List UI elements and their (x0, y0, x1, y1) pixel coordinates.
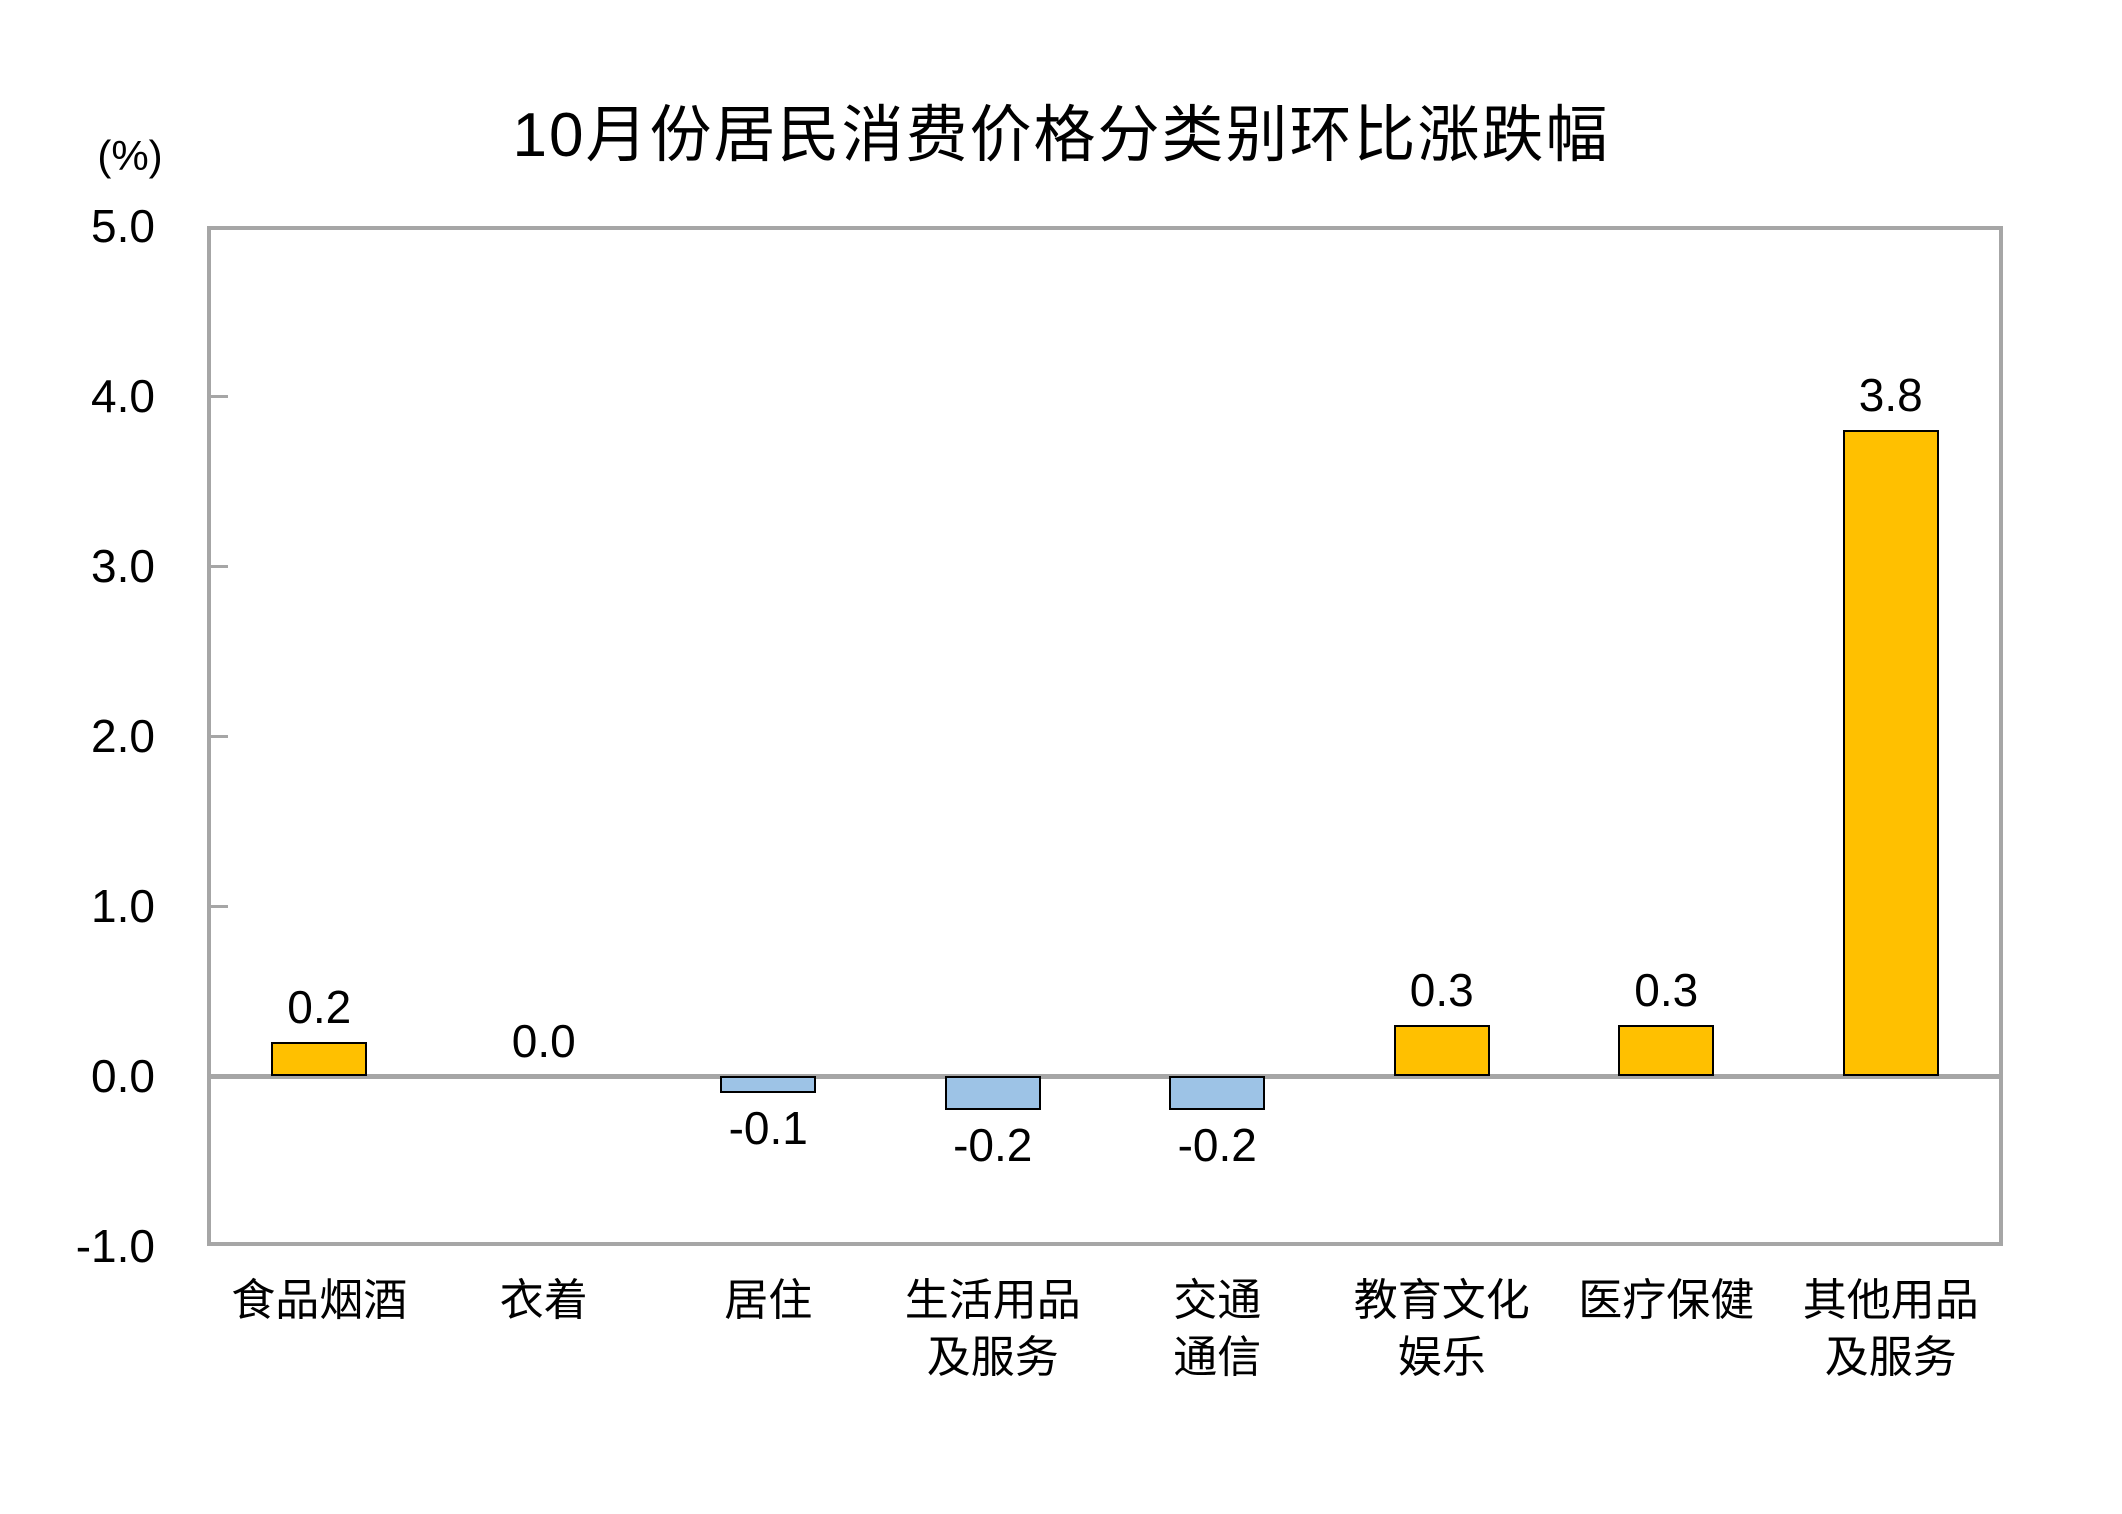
y-tick-label: 1.0 (91, 880, 155, 932)
bar-value-label: -0.2 (953, 1119, 1033, 1171)
y-tick-label: -1.0 (75, 1220, 155, 1272)
category-label: 生活用品 及服务 (904, 1276, 1081, 1382)
bar-value-label: 0.3 (1634, 964, 1699, 1016)
category-label: 食品烟酒 (231, 1276, 408, 1325)
chart-bar (944, 1076, 1041, 1110)
y-tick-mark (211, 904, 228, 908)
chart-bar (1169, 1076, 1266, 1110)
chart-bar (1618, 1025, 1715, 1076)
y-tick-mark (211, 564, 228, 568)
bar-value-label: 0.3 (1409, 964, 1474, 1016)
y-tick-label: 5.0 (91, 200, 155, 252)
category-label: 其他用品 及服务 (1802, 1276, 1979, 1382)
y-tick-mark (211, 734, 228, 738)
y-tick-label: 2.0 (91, 710, 155, 762)
chart-bar (1393, 1025, 1490, 1076)
category-label: 交通 通信 (1173, 1276, 1262, 1382)
category-label: 衣着 (499, 1276, 588, 1325)
y-tick-label: 3.0 (91, 540, 155, 592)
bar-value-label: 0.2 (287, 981, 352, 1033)
chart-bar (1842, 430, 1939, 1076)
chart-bar (271, 1042, 368, 1076)
chart-title: 10月份居民消费价格分类别环比涨跌幅 (512, 101, 1610, 170)
chart-bar (720, 1076, 817, 1093)
bar-value-label: 0.0 (511, 1015, 576, 1067)
bar-value-label: -0.1 (728, 1102, 808, 1154)
y-tick-label: 0.0 (91, 1050, 155, 1102)
zero-baseline (207, 1073, 2003, 1079)
y-tick-mark (211, 394, 228, 398)
y-tick-label: 4.0 (91, 370, 155, 422)
y-axis-unit-label: (%) (97, 132, 163, 179)
category-label: 医疗保健 (1578, 1276, 1755, 1325)
bar-value-label: 3.8 (1858, 369, 1923, 421)
plot-area (207, 226, 2003, 1246)
category-label: 教育文化 娱乐 (1353, 1276, 1530, 1382)
category-label: 居住 (724, 1276, 813, 1325)
bar-value-label: -0.2 (1177, 1119, 1257, 1171)
